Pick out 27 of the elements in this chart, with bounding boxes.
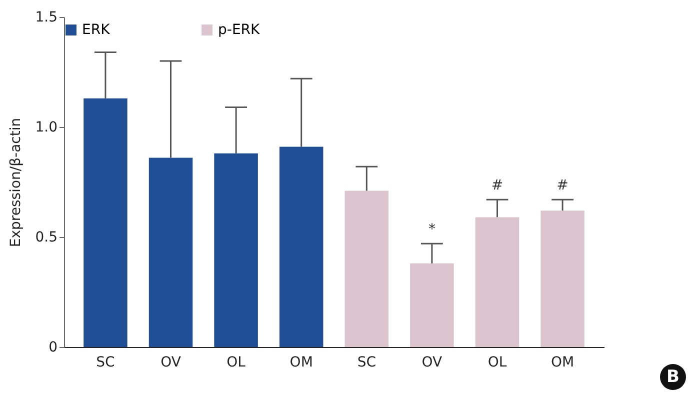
bar [344,190,389,347]
y-tick-label: 1.0 [35,120,58,136]
bar [84,98,128,347]
annotation: # [491,178,504,194]
x-tick-label: OM [550,354,574,370]
y-tick-label: 0.5 [35,230,58,246]
x-tick-label: SC [96,354,116,370]
bar [279,146,324,347]
bar [475,217,520,347]
x-tick-label: OL [488,354,507,370]
bar [540,210,584,347]
text: B [660,364,686,390]
x-tick-label: SC [357,354,376,370]
x-tick-label: OV [422,354,443,370]
x-tick-label: OV [160,354,182,370]
annotation: # [556,178,568,194]
y-tick-label: 0 [48,340,58,356]
bar [148,158,193,347]
legend-label: p-ERK [218,22,261,38]
y-axis-title: Expression/β-actin [8,118,24,248]
annotation: * [428,222,436,238]
legend-label: ERK [82,22,111,38]
y-tick-label: 1.5 [35,10,58,26]
x-tick-label: OL [226,354,246,370]
bar [214,153,258,347]
bar [410,263,454,347]
x-tick-label: OM [290,354,313,370]
